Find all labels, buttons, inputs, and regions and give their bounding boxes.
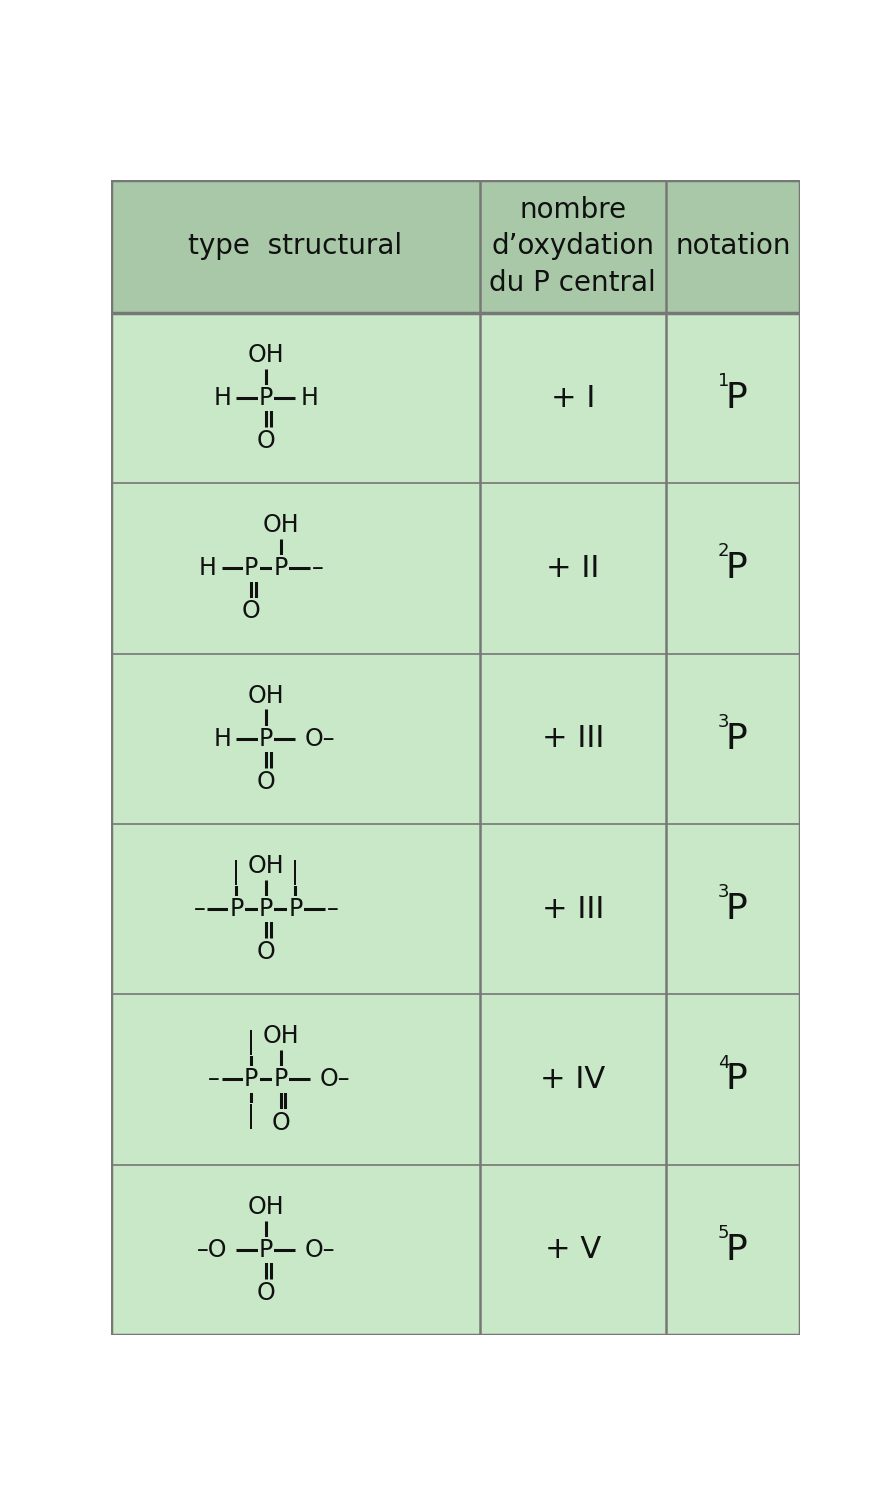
Text: P: P xyxy=(244,1068,259,1092)
Bar xyxy=(111,314,800,1335)
Text: |: | xyxy=(247,1030,255,1054)
Text: P: P xyxy=(259,726,273,750)
Text: P: P xyxy=(259,386,273,410)
Text: |: | xyxy=(233,859,241,885)
Text: O–: O– xyxy=(305,726,335,750)
Bar xyxy=(111,180,800,314)
Text: OH: OH xyxy=(248,344,284,368)
Text: nombre
d’oxydation
du P central: nombre d’oxydation du P central xyxy=(489,195,656,297)
Text: O–: O– xyxy=(319,1068,350,1092)
Text: O–: O– xyxy=(305,1238,335,1262)
Text: H: H xyxy=(300,386,318,410)
Text: P: P xyxy=(274,1068,288,1092)
Text: P: P xyxy=(725,552,747,585)
Text: P: P xyxy=(244,556,259,580)
Text: O: O xyxy=(257,770,276,794)
Text: O: O xyxy=(242,600,260,624)
Text: P: P xyxy=(288,897,302,921)
Text: + I: + I xyxy=(550,384,595,412)
Text: 5: 5 xyxy=(718,1224,729,1242)
Text: P: P xyxy=(725,892,747,926)
Text: 3: 3 xyxy=(718,712,729,730)
Text: –O: –O xyxy=(196,1238,228,1262)
Text: P: P xyxy=(259,1238,273,1262)
Text: –: – xyxy=(312,556,324,580)
Text: H: H xyxy=(213,726,231,750)
Text: H: H xyxy=(213,386,231,410)
Text: H: H xyxy=(199,556,217,580)
Text: O: O xyxy=(257,429,276,453)
Text: 1: 1 xyxy=(718,372,729,390)
Text: notation: notation xyxy=(675,232,790,261)
Text: 4: 4 xyxy=(718,1053,729,1071)
Text: O: O xyxy=(257,940,276,964)
Text: P: P xyxy=(259,897,273,921)
Text: OH: OH xyxy=(248,853,284,877)
Text: P: P xyxy=(725,381,747,416)
Text: + III: + III xyxy=(541,894,604,924)
Text: + III: + III xyxy=(541,724,604,753)
Text: –: – xyxy=(208,1068,220,1092)
Text: type  structural: type structural xyxy=(188,232,403,261)
Text: P: P xyxy=(725,722,747,756)
Text: OH: OH xyxy=(262,1024,299,1048)
Text: + II: + II xyxy=(546,554,599,584)
Text: OH: OH xyxy=(248,684,284,708)
Text: –: – xyxy=(194,897,205,921)
Text: + V: + V xyxy=(545,1236,601,1264)
Text: OH: OH xyxy=(262,513,299,537)
Text: P: P xyxy=(725,1233,747,1268)
Text: |: | xyxy=(292,859,300,885)
Text: + IV: + IV xyxy=(541,1065,605,1094)
Text: –: – xyxy=(327,897,339,921)
Text: 3: 3 xyxy=(718,884,729,902)
Text: O: O xyxy=(257,1281,276,1305)
Text: 2: 2 xyxy=(718,543,729,561)
Text: OH: OH xyxy=(248,1194,284,1218)
Text: P: P xyxy=(274,556,288,580)
Text: O: O xyxy=(271,1110,290,1134)
Text: P: P xyxy=(229,897,244,921)
Text: P: P xyxy=(725,1062,747,1096)
Text: |: | xyxy=(247,1104,255,1130)
